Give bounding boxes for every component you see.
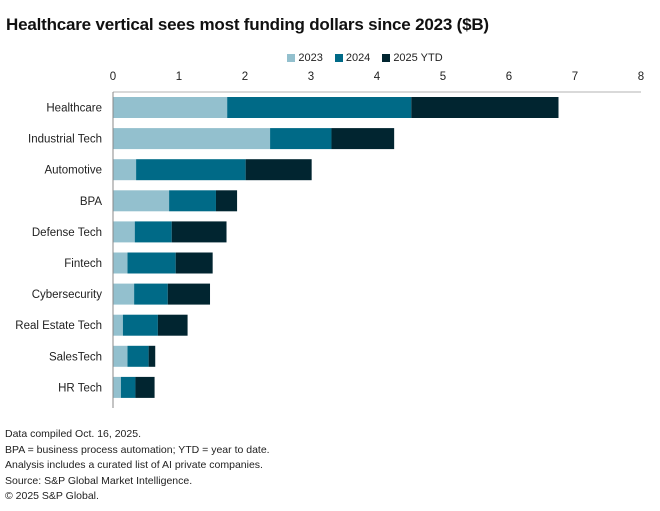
x-tick-label: 1 (176, 71, 182, 83)
note-abbreviations: BPA = business process automation; YTD =… (5, 443, 270, 456)
legend-swatch-2024 (334, 54, 343, 62)
bar-segment-2025-ytd (148, 345, 156, 367)
x-tick-label: 4 (374, 71, 381, 83)
bar-segment-2023 (113, 221, 135, 243)
x-axis-ticks: 0 1 2 3 4 5 6 7 8 (110, 71, 644, 83)
category-label: BPA (80, 196, 102, 208)
footnotes: Data compiled Oct. 16, 2025. BPA = busin… (5, 427, 270, 505)
legend-item-2024: 2024 (334, 52, 371, 64)
legend-label-2025-ytd: 2025 YTD (393, 52, 443, 64)
bar-segment-2024 (127, 345, 149, 367)
bar-segment-2024 (270, 128, 332, 150)
x-tick-label: 7 (572, 71, 578, 83)
bar-segment-2024 (122, 314, 158, 336)
x-tick-label: 0 (110, 71, 116, 83)
bar-segment-2023 (113, 128, 271, 150)
bar-segment-2023 (113, 345, 128, 367)
bar-segment-2023 (113, 97, 228, 118)
bar-segment-2024 (136, 159, 246, 181)
x-tick-label: 3 (308, 71, 314, 83)
legend-swatch-2025-ytd (382, 54, 391, 62)
category-label: Automotive (44, 165, 102, 177)
bar-segment-2025-ytd (245, 159, 312, 181)
note-analysis: Analysis includes a curated list of AI p… (5, 459, 263, 471)
legend-label-2024: 2024 (345, 52, 371, 64)
category-label: Industrial Tech (28, 134, 102, 146)
category-label: HR Tech (58, 382, 102, 394)
legend-item-2023: 2023 (287, 52, 323, 64)
bar-segment-2024 (134, 221, 172, 243)
bar-segment-2025-ytd (157, 314, 188, 336)
x-tick-label: 2 (242, 71, 248, 83)
bar-segment-2023 (113, 252, 128, 274)
bar-segment-2024 (169, 190, 216, 212)
bar-segment-2025-ytd (215, 190, 238, 212)
bar-segment-2024 (134, 283, 168, 305)
bar-chart: 0 1 2 3 4 5 6 7 8 Healthcare Industrial Tech Autom… (15, 71, 644, 408)
category-label: Real Estate Tech (15, 320, 102, 332)
legend-label-2023: 2023 (298, 52, 323, 64)
bar-segment-2025-ytd (411, 97, 559, 118)
bar-segment-2023 (113, 190, 170, 212)
category-label: Cybersecurity (32, 289, 103, 301)
category-label: Fintech (64, 258, 102, 270)
bar-segment-2023 (113, 376, 121, 398)
bar-segment-2023 (113, 314, 123, 336)
legend: 2023 2024 2025 YTD (0, 52, 660, 64)
bar-segment-2024 (120, 376, 136, 398)
x-tick-label: 8 (638, 71, 644, 83)
legend-swatch-2023 (287, 54, 296, 62)
bar-segment-2025-ytd (135, 376, 155, 398)
note-copyright: © 2025 S&P Global. (5, 490, 99, 502)
bar-segment-2023 (113, 159, 137, 181)
bar-segment-2025-ytd (331, 128, 395, 150)
chart-title: Healthcare vertical sees most funding do… (6, 15, 489, 34)
bar-segment-2025-ytd (167, 283, 211, 305)
category-label: SalesTech (49, 351, 102, 363)
category-labels: Healthcare Industrial Tech Automotive BPA De… (15, 103, 102, 395)
note-data-compiled: Data compiled Oct. 16, 2025. (5, 428, 141, 440)
bar-segment-2025-ytd (171, 221, 227, 243)
category-label: Defense Tech (32, 227, 102, 239)
category-label: Healthcare (46, 103, 102, 115)
x-tick-label: 5 (440, 71, 446, 83)
legend-item-2025-ytd: 2025 YTD (382, 52, 443, 64)
bar-segment-2023 (113, 283, 135, 305)
bar-segment-2025-ytd (175, 252, 213, 274)
note-source: Source: S&P Global Market Intelligence. (5, 474, 193, 487)
bars (113, 97, 559, 398)
x-tick-label: 6 (506, 71, 512, 83)
bar-segment-2024 (127, 252, 176, 274)
bar-segment-2024 (227, 97, 412, 118)
